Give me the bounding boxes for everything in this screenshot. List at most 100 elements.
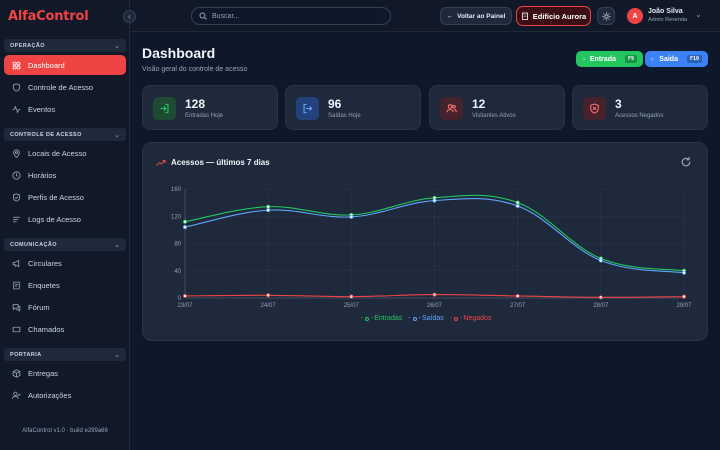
data-point-negados — [183, 293, 188, 298]
user-role: Admin Revenda — [648, 17, 688, 23]
stat-card-acessos-negados: 3 Acessos Negados — [572, 85, 708, 130]
legend-item-entradas[interactable]: - - Entradas — [360, 315, 403, 322]
dashboard-icon — [12, 61, 21, 69]
legend-item-negados[interactable]: - - Negados — [449, 315, 492, 322]
app-logo[interactable]: AlfaControl — [8, 9, 89, 24]
sidebar-item-label: Enquetes — [28, 280, 60, 290]
sidebar-item-controle-de-acesso[interactable]: Controle de Acesso — [4, 77, 126, 97]
poll-icon — [13, 281, 20, 289]
chart-legend: - - Entradas - - Saídas - - Negados — [143, 315, 709, 322]
y-tick-label: 40 — [174, 269, 181, 275]
stat-icon-box — [153, 97, 176, 120]
avatar[interactable]: A — [627, 8, 643, 24]
data-point-negados — [349, 294, 354, 299]
search-icon — [199, 12, 207, 20]
sidebar-section-2[interactable]: COMUNICAÇÃO ⌄ — [4, 238, 126, 251]
ticket-icon — [12, 326, 21, 332]
clock-icon — [12, 170, 21, 180]
chevron-left-icon: ‹ — [128, 12, 131, 21]
legend-marker — [412, 316, 417, 321]
data-point-saidas — [682, 270, 687, 275]
search-box[interactable] — [191, 7, 391, 25]
saida-shortcut: F10 — [686, 55, 702, 63]
topbar: ← Voltar ao Painel Edifício Aurora A Joã… — [130, 0, 720, 32]
sidebar-item-locais-de-acesso[interactable]: Locais de Acesso — [4, 143, 126, 163]
stat-label: Acessos Negados — [615, 113, 664, 119]
data-point-entradas — [515, 200, 520, 205]
user-name[interactable]: João Silva — [648, 8, 683, 15]
chevron-down-icon[interactable]: ⌄ — [695, 10, 702, 19]
user-check-icon — [12, 391, 21, 399]
collapse-sidebar-button[interactable]: ‹ — [123, 10, 136, 23]
sidebar-section-title: PORTARIA — [10, 351, 42, 358]
chevron-down-icon: ⌄ — [114, 131, 120, 139]
chevron-down-icon: ⌄ — [114, 42, 120, 50]
log-in-icon — [582, 57, 585, 61]
stat-label: Saídas Hoje — [328, 113, 361, 119]
map-pin-icon — [13, 148, 20, 158]
stat-icon-box — [440, 97, 463, 120]
sidebar-item-autorizacoes[interactable]: Autorizações — [4, 385, 126, 405]
search-input[interactable] — [212, 12, 382, 20]
shield-icon — [12, 82, 21, 92]
saida-label: Saída — [659, 55, 678, 63]
data-point-negados — [682, 294, 687, 299]
building-selector-button[interactable]: Edifício Aurora — [516, 6, 591, 26]
sidebar-item-logs-de-acesso[interactable]: Logs de Acesso — [4, 209, 126, 229]
stat-card-visitantes-ativos: 12 Visitantes Ativos — [429, 85, 565, 130]
stat-icon-box — [583, 97, 606, 120]
sidebar-item-chamados[interactable]: Chamados — [4, 319, 126, 339]
page-title: Dashboard — [142, 45, 216, 61]
data-point-saidas — [515, 204, 520, 209]
sidebar-item-dashboard[interactable]: Dashboard — [4, 55, 126, 75]
sidebar-section-3[interactable]: PORTARIA ⌄ — [4, 348, 126, 361]
sidebar-item-circulares[interactable]: Circulares — [4, 253, 126, 273]
data-point-saidas — [183, 225, 188, 230]
sidebar-item-label: Dashboard — [28, 60, 65, 70]
data-point-saidas — [432, 198, 437, 203]
sidebar-item-label: Entregas — [28, 368, 59, 378]
log-in-icon — [160, 103, 169, 114]
sidebar-item-label: Locais de Acesso — [28, 148, 87, 158]
sidebar-item-entregas[interactable]: Entregas — [4, 363, 126, 383]
saida-button[interactable]: Saída F10 — [645, 51, 708, 67]
data-point-entradas — [266, 204, 271, 209]
sidebar-item-label: Autorizações — [28, 390, 72, 400]
page-subtitle: Visão geral do controle de acesso — [142, 66, 248, 73]
y-tick-label: 0 — [178, 296, 182, 302]
activity-icon — [12, 105, 21, 113]
sidebar-section-title: CONTROLE DE ACESSO — [10, 131, 82, 138]
stat-card-saídas-hoje: 96 Saídas Hoje — [285, 85, 421, 130]
chart-title: Acessos — últimos 7 dias — [156, 158, 270, 167]
legend-marker — [454, 316, 459, 321]
stat-label: Entradas Hoje — [185, 113, 224, 119]
refresh-icon[interactable] — [680, 156, 692, 168]
sidebar-item-forum[interactable]: Fórum — [4, 297, 126, 317]
stat-value: 128 — [185, 97, 206, 111]
sidebar-section-1[interactable]: CONTROLE DE ACESSO ⌄ — [4, 128, 126, 141]
sidebar-section-0[interactable]: OPERAÇÃO ⌄ — [4, 39, 126, 52]
theme-toggle-button[interactable] — [597, 7, 615, 25]
data-point-saidas — [598, 258, 603, 263]
legend-label: Saídas — [421, 315, 444, 322]
trending-up-icon — [156, 159, 166, 166]
legend-marker — [364, 316, 369, 321]
x-tick-label: 29/07 — [676, 303, 692, 309]
data-point-saidas — [349, 214, 354, 219]
x-tick-label: 28/07 — [593, 303, 609, 309]
sidebar-item-label: Chamados — [28, 324, 65, 334]
legend-item-saidas[interactable]: - - Saídas — [408, 315, 444, 322]
stat-value: 3 — [615, 97, 622, 111]
entrada-button[interactable]: Entrada F9 — [576, 51, 643, 67]
sidebar-item-label: Horários — [28, 170, 57, 180]
data-point-negados — [515, 293, 520, 298]
sidebar-item-enquetes[interactable]: Enquetes — [4, 275, 126, 295]
legend-label: Negados — [463, 315, 492, 322]
log-out-icon — [651, 57, 655, 61]
sidebar-item-label: Perfis de Acesso — [28, 192, 84, 202]
sidebar-item-horarios[interactable]: Horários — [4, 165, 126, 185]
back-to-panel-button[interactable]: ← Voltar ao Painel — [440, 7, 512, 25]
sidebar-item-perfis-de-acesso[interactable]: Perfis de Acesso — [4, 187, 126, 207]
log-out-icon — [303, 103, 313, 114]
sidebar-item-eventos[interactable]: Eventos — [4, 99, 126, 119]
